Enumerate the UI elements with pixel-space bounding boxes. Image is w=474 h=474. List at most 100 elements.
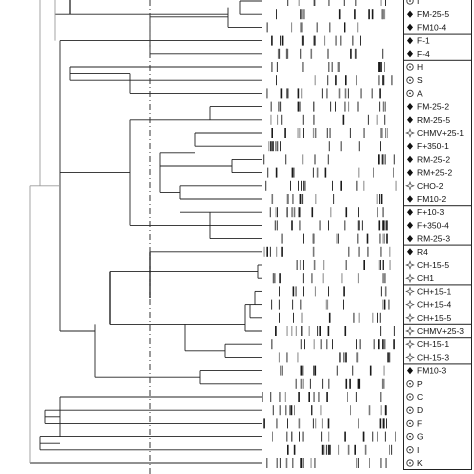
band-mark — [281, 246, 283, 257]
band-mark — [330, 101, 332, 112]
band-mark — [301, 312, 303, 323]
band-mark — [279, 48, 281, 59]
band-mark — [384, 431, 386, 442]
band-mark — [327, 326, 330, 336]
band-mark — [313, 339, 315, 350]
band-mark — [344, 22, 346, 33]
circled-dot-center — [409, 382, 411, 385]
sample-row: S — [406, 75, 423, 85]
band-mark — [299, 128, 301, 138]
band-mark — [385, 0, 386, 6]
sample-label: I — [417, 0, 419, 6]
band-mark — [380, 458, 382, 468]
band-mark — [285, 405, 287, 416]
circled-dot-center — [409, 66, 411, 68]
band-mark — [378, 62, 379, 72]
band-mark — [314, 154, 316, 165]
band-mark — [287, 48, 289, 59]
band-mark — [363, 260, 365, 270]
band-mark — [270, 392, 272, 402]
band-mark — [271, 299, 273, 310]
band-mark — [380, 0, 382, 6]
band-mark — [280, 35, 281, 46]
band-mark — [300, 48, 302, 59]
sample-row: CH-15-3 — [405, 352, 449, 362]
band-mark — [293, 207, 296, 218]
band-mark — [389, 260, 391, 270]
band-mark — [291, 431, 293, 442]
sample-row: CH+15-4 — [405, 300, 452, 310]
sample-row: F+350-4 — [407, 220, 449, 230]
band-mark — [357, 22, 359, 33]
band-mark — [388, 299, 390, 310]
band-mark — [345, 260, 347, 270]
band-mark — [291, 167, 294, 178]
band-mark — [302, 114, 304, 125]
band-mark — [379, 312, 381, 323]
filled-diamond-icon — [407, 235, 413, 243]
band-mark — [272, 431, 273, 442]
band-mark — [333, 194, 335, 204]
band-mark — [350, 48, 352, 59]
sample-label: CH-15-5 — [417, 260, 449, 270]
band-mark — [344, 220, 346, 231]
band-mark — [313, 114, 315, 125]
band-mark — [388, 352, 390, 363]
band-mark — [297, 88, 300, 99]
band-mark — [301, 180, 302, 191]
band-mark — [276, 75, 277, 86]
band-mark — [338, 62, 340, 72]
band-mark — [344, 88, 347, 99]
band-mark — [285, 154, 287, 165]
sample-label: FM10-4 — [417, 22, 447, 32]
band-mark — [276, 62, 278, 72]
band-mark — [315, 418, 317, 429]
circled-dot-center — [409, 92, 411, 95]
band-mark — [320, 339, 322, 350]
band-mark — [262, 392, 263, 402]
band-mark — [281, 114, 283, 125]
band-mark — [313, 365, 315, 376]
band-mark — [301, 326, 303, 336]
band-mark — [340, 141, 342, 152]
sample-row: H — [406, 62, 423, 72]
band-mark — [335, 75, 337, 86]
band-mark — [384, 299, 386, 310]
band-mark — [278, 352, 280, 363]
band-mark — [380, 128, 382, 138]
band-mark — [371, 9, 374, 20]
band-mark — [384, 220, 386, 231]
band-mark — [286, 88, 288, 99]
sample-label: RM-25-2 — [417, 154, 450, 164]
sample-label: F-1 — [417, 36, 430, 46]
band-mark — [269, 246, 271, 257]
sample-row: RM-25-2 — [407, 154, 450, 164]
band-mark — [287, 418, 288, 429]
band-mark — [338, 444, 340, 455]
band-mark — [384, 273, 386, 284]
band-mark — [302, 62, 304, 72]
band-mark — [302, 194, 304, 204]
band-mark — [344, 431, 346, 442]
band-mark — [279, 458, 281, 468]
band-mark — [278, 101, 280, 112]
band-mark — [293, 167, 295, 178]
band-mark — [278, 299, 280, 310]
band-mark — [379, 101, 381, 112]
band-mark — [338, 9, 341, 20]
band-mark — [317, 326, 319, 336]
band-mark — [327, 154, 329, 165]
open-star-icon — [405, 312, 415, 323]
sample-label: G — [417, 432, 424, 442]
band-mark — [313, 392, 315, 402]
band-mark — [276, 418, 278, 429]
sample-label: F+10-3 — [417, 207, 444, 217]
filled-diamond-icon — [407, 23, 413, 31]
band-mark — [358, 312, 360, 323]
band-mark — [280, 88, 283, 99]
band-mark — [356, 458, 358, 468]
band-mark — [343, 0, 345, 6]
band-mark — [345, 378, 348, 389]
band-mark — [329, 128, 331, 138]
band-mark — [372, 431, 374, 442]
